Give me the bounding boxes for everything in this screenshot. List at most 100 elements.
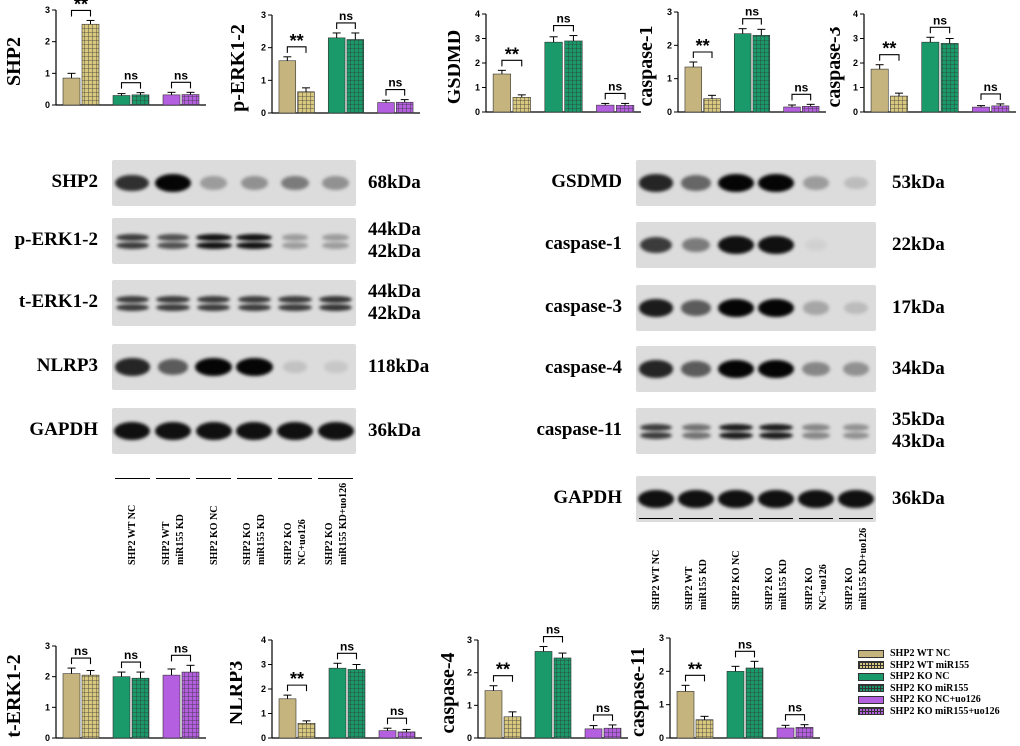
significance-bracket — [604, 92, 626, 100]
significance-bracket — [120, 661, 142, 669]
y-tick-label: 3 — [667, 7, 672, 17]
legend: SHP2 WT NC SHP2 WT miR155 SHP2 KO NC SHP2 K… — [858, 648, 1000, 717]
y-tick-label: 2 — [467, 668, 472, 678]
blot-band — [845, 239, 867, 251]
blot-band — [718, 299, 754, 317]
blot-kda-label: 22kDa — [892, 234, 945, 255]
blot-band — [639, 174, 673, 192]
y-tick-label: 0 — [261, 108, 266, 118]
bar — [112, 95, 131, 106]
blot-kda-label: 44kDa — [368, 281, 421, 302]
bar — [512, 97, 531, 113]
blot-band — [278, 303, 312, 311]
y-tick-label: 1 — [475, 83, 480, 93]
significance-label: ns — [794, 80, 808, 94]
bar — [783, 106, 801, 113]
bar — [327, 37, 346, 114]
blot-band — [195, 422, 232, 440]
y-tick-label: 2 — [853, 58, 858, 68]
y-tick-label: 3 — [853, 34, 858, 44]
blot-band — [115, 233, 149, 241]
blot-band — [758, 299, 794, 317]
significance-label: ** — [688, 659, 702, 679]
blot-band — [322, 233, 349, 241]
blot-strip — [112, 160, 356, 206]
y-axis-label: NLRP3 — [230, 661, 247, 725]
bar — [603, 727, 622, 739]
lane-marker — [196, 478, 231, 479]
lane-label: miR155 KD — [698, 559, 709, 610]
bar — [347, 669, 366, 739]
legend-label: SHP2 KO NC+uo126 — [890, 694, 981, 706]
y-axis-label: SHP2 — [3, 37, 25, 86]
bar — [972, 106, 990, 113]
bar — [890, 95, 908, 113]
blot-row-label: caspase-3 — [544, 296, 622, 317]
y-tick-label: 1 — [261, 709, 266, 719]
blot-strip — [636, 285, 876, 331]
y-tick-label: 0 — [853, 107, 858, 117]
significance-label: ns — [124, 648, 138, 662]
significance-bracket — [692, 51, 713, 58]
bar — [733, 33, 752, 113]
y-axis-label: p-ERK1-2 — [230, 24, 249, 112]
bar — [921, 41, 940, 113]
bar — [162, 94, 181, 106]
bar — [795, 727, 814, 739]
lane-marker — [115, 478, 150, 479]
bar — [181, 671, 200, 739]
blot-kda-label: 36kDa — [368, 420, 421, 441]
lane-label: miR155 KD — [175, 514, 186, 565]
blot-band — [157, 359, 189, 375]
blot-row-label: caspase-11 — [536, 419, 623, 440]
bar — [534, 651, 553, 739]
blot-band — [639, 360, 673, 378]
blot-band — [678, 490, 714, 508]
lane-label: SHP2 KO — [323, 522, 335, 565]
y-tick-label: 2 — [261, 43, 266, 53]
significance-bracket — [170, 654, 192, 662]
bar — [328, 667, 347, 739]
y-tick-label: 3 — [467, 635, 472, 645]
blot-band — [718, 360, 754, 378]
bar — [131, 94, 150, 106]
y-axis-label: caspase-3 — [830, 26, 845, 107]
blot-strip — [636, 476, 876, 522]
bar — [596, 104, 615, 113]
legend-label: SHP2 WT NC — [890, 648, 951, 660]
y-tick-label: 0 — [659, 733, 664, 743]
significance-bracket — [286, 46, 307, 53]
blot-band — [323, 360, 348, 374]
significance-label: ** — [882, 39, 896, 59]
blot-band — [115, 358, 150, 376]
y-tick-label: 1 — [45, 68, 50, 78]
blot-band — [157, 241, 189, 249]
blot-kda-label: 42kDa — [368, 303, 421, 324]
significance-bracket — [70, 657, 92, 665]
y-axis-label: GSDMD — [448, 30, 465, 104]
significance-label: ns — [984, 80, 998, 94]
bar — [745, 667, 764, 739]
significance-bracket — [879, 54, 900, 61]
significance-bracket — [980, 93, 1001, 100]
blot-band — [758, 236, 794, 254]
blot-band — [115, 295, 149, 303]
blot-strip — [636, 346, 876, 392]
y-axis-label: caspase-1 — [640, 25, 657, 106]
blot-band — [639, 431, 673, 439]
legend-swatch — [858, 661, 884, 670]
bar — [564, 40, 583, 113]
blot-band — [718, 490, 754, 508]
legend-label: SHP2 KO miR155 — [890, 682, 969, 694]
bar — [870, 68, 889, 113]
blot-band — [236, 358, 273, 376]
significance-bracket — [386, 717, 408, 725]
legend-item: SHP2 KO NC — [858, 671, 1000, 683]
significance-bracket — [170, 81, 192, 89]
blot-band — [322, 241, 349, 249]
y-tick-label: 4 — [261, 635, 266, 645]
bar — [484, 690, 503, 739]
significance-label: ns — [340, 639, 354, 653]
bar-chart-t-erk1-2: 0 1 2 3 t-ERK1-2 ns ns ns — [3, 641, 206, 743]
blot-band — [115, 303, 149, 311]
